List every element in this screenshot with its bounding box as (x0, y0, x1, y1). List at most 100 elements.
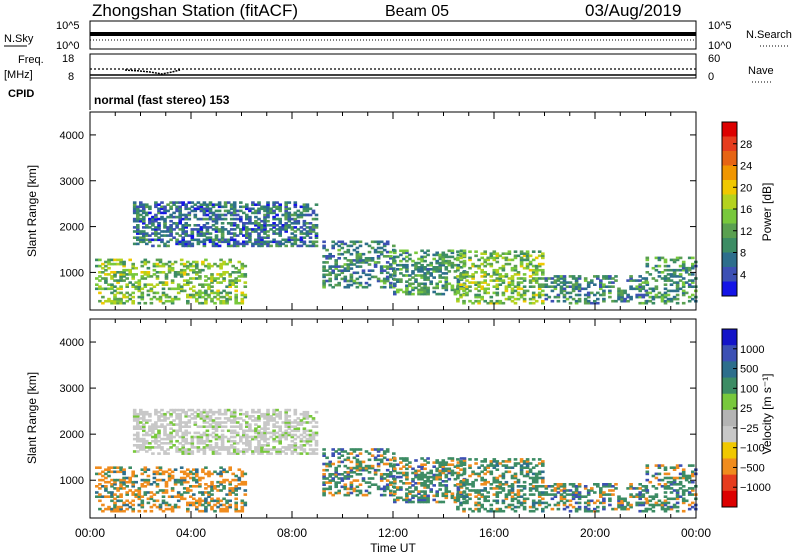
velocity-cell (684, 474, 689, 478)
velocity-cell (155, 466, 160, 469)
velocity-cell (337, 477, 341, 480)
power-cell (504, 273, 509, 276)
power-cell (242, 244, 246, 248)
velocity-cell (438, 484, 442, 487)
velocity-cell (163, 419, 167, 422)
velocity-cell (110, 466, 114, 469)
power-cell (492, 291, 497, 295)
velocity-cell (367, 481, 372, 484)
velocity-cell (645, 464, 650, 467)
velocity-cell (207, 491, 211, 494)
velocity-cell (489, 462, 494, 465)
power-cell (405, 274, 409, 277)
velocity-cell (590, 509, 594, 513)
power-cell (229, 217, 234, 221)
velocity-cell (240, 474, 245, 478)
power-cell (666, 289, 671, 293)
power-cell (510, 279, 515, 282)
velocity-cell (447, 471, 452, 475)
power-cell (528, 285, 533, 288)
velocity-cell (498, 483, 503, 486)
power-cell (441, 276, 446, 279)
power-cell (474, 264, 478, 268)
velocity-cell (382, 493, 387, 497)
power-cell (648, 287, 653, 291)
power-cell (234, 281, 238, 284)
power-cell (232, 201, 237, 204)
power-cell (331, 285, 335, 289)
power-cell (119, 285, 123, 288)
power-cell (346, 250, 351, 254)
velocity-cell (586, 507, 591, 511)
velocity-cell (651, 497, 656, 501)
velocity-cell (302, 435, 307, 439)
power-cell (211, 219, 216, 223)
velocity-cell (208, 423, 213, 426)
power-cell (125, 273, 129, 276)
velocity-cell (367, 466, 372, 470)
velocity-cell (483, 468, 487, 471)
power-cell (178, 207, 182, 211)
power-cell (184, 222, 188, 225)
velocity-colorbar-label: −100 (740, 443, 765, 455)
velocity-cell (220, 444, 225, 447)
power-cell (214, 209, 219, 213)
power-cell (367, 269, 372, 272)
power-cell (167, 268, 172, 272)
power-cell (583, 277, 588, 280)
power-cell (217, 213, 222, 217)
velocity-cell (477, 491, 481, 494)
velocity-cell (586, 493, 591, 496)
power-cell (480, 285, 484, 288)
velocity-cell (220, 448, 225, 451)
power-cell (462, 264, 466, 268)
power-cell (287, 226, 292, 229)
power-cell (687, 285, 692, 288)
velocity-cell (681, 493, 686, 496)
velocity-cell (205, 444, 210, 447)
velocity-cell (691, 470, 695, 474)
power-colorbar-swatch (722, 209, 737, 224)
velocity-cell (287, 415, 292, 418)
power-cell (423, 274, 427, 277)
power-cell (139, 201, 143, 204)
power-cell (459, 256, 463, 260)
velocity-cell (534, 474, 539, 478)
velocity-cell (389, 483, 393, 486)
velocity-cell (166, 417, 170, 420)
velocity-cell (513, 497, 518, 501)
power-cell (116, 287, 120, 291)
velocity-cell (101, 485, 105, 488)
power-cell (248, 217, 252, 221)
velocity-cell (272, 410, 276, 414)
velocity-cell (358, 464, 363, 468)
velocity-cell (170, 507, 175, 511)
velocity-cell (219, 509, 223, 513)
velocity-cell (154, 439, 158, 443)
velocity-cell (158, 478, 163, 482)
velocity-cell (559, 499, 564, 503)
velocity-cell (225, 478, 229, 482)
velocity-cell (426, 484, 430, 487)
velocity-cell (489, 503, 494, 507)
velocity-cell (510, 495, 515, 498)
power-cell (495, 254, 500, 258)
velocity-cell (571, 491, 576, 494)
power-cell (208, 209, 213, 213)
power-cell (199, 230, 204, 233)
power-cell (293, 213, 298, 217)
power-cell (525, 289, 530, 293)
velocity-cell (181, 446, 185, 449)
velocity-cell (154, 408, 158, 412)
power-cell (98, 291, 102, 295)
power-cell (396, 268, 400, 271)
velocity-cell (163, 437, 167, 441)
power-cell (223, 203, 228, 206)
power-cell (681, 289, 686, 293)
power-cell (242, 228, 246, 231)
power-cell (179, 285, 184, 288)
power-cell (139, 209, 143, 213)
power-cell (654, 264, 659, 268)
velocity-cell (140, 468, 145, 471)
x-tick-label: 04:00 (176, 526, 206, 540)
